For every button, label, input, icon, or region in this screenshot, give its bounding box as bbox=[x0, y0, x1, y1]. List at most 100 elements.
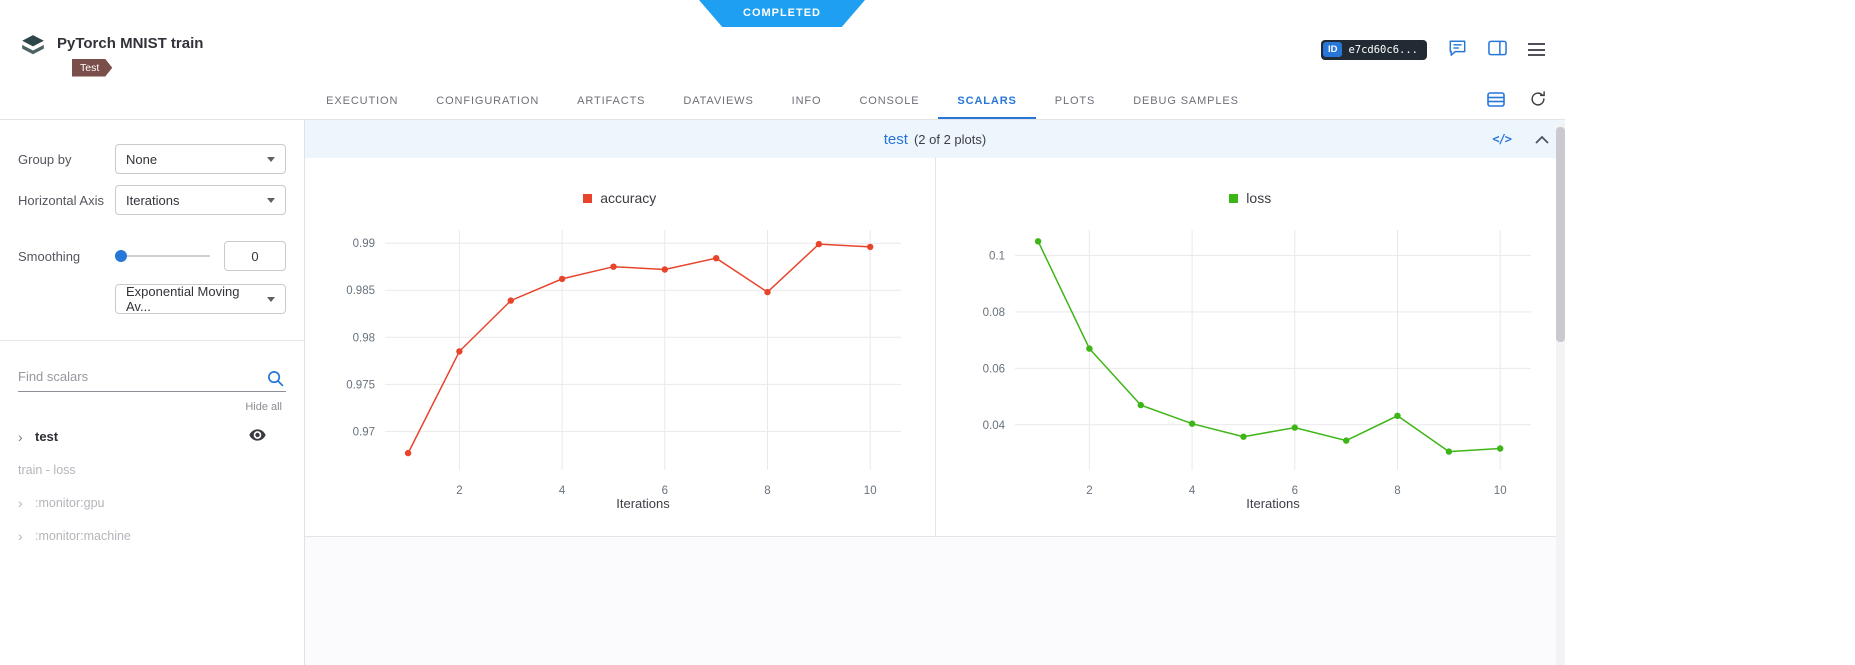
bottom-strip bbox=[305, 537, 1565, 665]
tab-actions bbox=[1487, 82, 1547, 119]
experiment-id-badge[interactable]: ID e7cd60c6... bbox=[1320, 39, 1427, 60]
search-icon[interactable] bbox=[267, 370, 284, 392]
smoothing-value-input[interactable] bbox=[224, 241, 286, 271]
legend-swatch bbox=[583, 193, 593, 203]
horizontal-axis-select[interactable]: Iterations bbox=[115, 185, 286, 215]
svg-text:Iterations: Iterations bbox=[1247, 496, 1301, 511]
chevron-down-icon bbox=[267, 296, 275, 302]
scalars-sidebar: Group by None Horizontal Axis Iterations… bbox=[0, 120, 305, 665]
experiment-tag[interactable]: Test bbox=[72, 59, 112, 77]
plot-group-header: test (2 of 2 plots) </> bbox=[305, 120, 1565, 158]
horizontal-axis-row: Horizontal Axis Iterations bbox=[0, 185, 304, 215]
svg-text:0.04: 0.04 bbox=[983, 420, 1006, 432]
horizontal-axis-label: Horizontal Axis bbox=[18, 192, 104, 208]
header-left: PyTorch MNIST train Test bbox=[20, 33, 203, 77]
app-logo-icon bbox=[20, 33, 46, 64]
scrollbar-thumb[interactable] bbox=[1556, 127, 1565, 342]
chevron-right-icon[interactable]: › bbox=[18, 527, 23, 544]
plot-group-count: (2 of 2 plots) bbox=[913, 131, 987, 147]
svg-text:0.06: 0.06 bbox=[983, 363, 1005, 375]
chevron-right-icon[interactable]: › bbox=[18, 494, 23, 511]
plot-group-actions: </> bbox=[1492, 132, 1549, 147]
legend-label: loss bbox=[1246, 190, 1272, 206]
tab-plots[interactable]: PLOTS bbox=[1036, 82, 1114, 119]
horizontal-axis-value: Iterations bbox=[126, 192, 180, 208]
tree-item-monitor-gpu[interactable]: › :monitor:gpu bbox=[0, 486, 304, 519]
comment-icon bbox=[1448, 39, 1467, 60]
smoothing-row: Smoothing bbox=[0, 241, 304, 271]
metrics-tree: › test train - loss › bbox=[0, 420, 304, 552]
chevron-right-icon[interactable]: › bbox=[18, 428, 23, 445]
smoothing-algorithm-select[interactable]: Exponential Moving Av... bbox=[115, 284, 286, 314]
sidebar-divider bbox=[0, 340, 304, 341]
app-frame: COMPLETED PyTorch MNIST train Test ID bbox=[0, 0, 1565, 665]
header-actions: ID e7cd60c6... bbox=[1320, 33, 1545, 60]
vertical-scrollbar[interactable] bbox=[1556, 122, 1565, 665]
id-value: e7cd60c6... bbox=[1348, 43, 1418, 56]
svg-text:4: 4 bbox=[1189, 485, 1196, 497]
tab-configuration[interactable]: CONFIGURATION bbox=[417, 82, 558, 119]
charts-row: accuracy 2 4 6 8 10 0.97 0.975 0.98 0.985 0.99 Ite… bbox=[305, 158, 1565, 537]
details-panel-button[interactable] bbox=[1488, 40, 1507, 59]
tab-artifacts[interactable]: ARTIFACTS bbox=[558, 82, 664, 119]
scalars-main: test (2 of 2 plots) </> bbox=[305, 120, 1565, 665]
svg-text:0.985: 0.985 bbox=[346, 285, 375, 297]
find-scalars-input[interactable] bbox=[18, 363, 286, 392]
svg-text:2: 2 bbox=[456, 485, 462, 497]
content-area: Group by None Horizontal Axis Iterations… bbox=[0, 120, 1565, 665]
menu-button[interactable] bbox=[1528, 43, 1545, 56]
group-by-select[interactable]: None bbox=[115, 144, 286, 174]
smoothing-slider[interactable] bbox=[115, 249, 210, 263]
accuracy-chart-card: accuracy 2 4 6 8 10 0.97 0.975 0.98 0.985 0.99 Ite… bbox=[305, 158, 935, 536]
tree-item-test[interactable]: › test bbox=[0, 420, 304, 453]
tab-info[interactable]: INFO bbox=[773, 82, 841, 119]
refresh-button[interactable] bbox=[1529, 90, 1547, 111]
tree-item-train-loss[interactable]: train - loss bbox=[0, 453, 304, 486]
svg-text:0.1: 0.1 bbox=[989, 250, 1005, 262]
svg-text:Iterations: Iterations bbox=[616, 496, 670, 511]
group-by-row: Group by None bbox=[0, 144, 304, 174]
tab-bar: EXECUTION CONFIGURATION ARTIFACTS DATAVI… bbox=[0, 82, 1565, 120]
svg-text:0.08: 0.08 bbox=[983, 307, 1005, 319]
plot-group-title[interactable]: test bbox=[883, 130, 908, 148]
chevron-up-icon bbox=[1535, 132, 1549, 147]
loss-chart-card: loss 2 4 6 8 10 0.04 0.06 0.08 0.1 Iterations bbox=[934, 158, 1566, 536]
svg-text:6: 6 bbox=[661, 485, 667, 497]
loss-plot[interactable]: 2 4 6 8 10 0.04 0.06 0.08 0.1 Iterations bbox=[955, 220, 1545, 532]
tab-debug-samples[interactable]: DEBUG SAMPLES bbox=[1114, 82, 1258, 119]
embed-code-button[interactable]: </> bbox=[1492, 132, 1512, 146]
svg-text:10: 10 bbox=[864, 485, 877, 497]
table-view-button[interactable] bbox=[1487, 91, 1505, 110]
svg-text:8: 8 bbox=[764, 485, 770, 497]
accuracy-legend[interactable]: accuracy bbox=[583, 190, 656, 206]
svg-text:0.97: 0.97 bbox=[352, 426, 374, 438]
tab-scalars[interactable]: SCALARS bbox=[938, 82, 1035, 119]
comments-button[interactable] bbox=[1448, 39, 1467, 60]
tree-item-label: test bbox=[35, 429, 59, 444]
tab-dataviews[interactable]: DATAVIEWS bbox=[664, 82, 772, 119]
svg-text:0.98: 0.98 bbox=[352, 332, 374, 344]
collapse-group-button[interactable] bbox=[1535, 132, 1549, 147]
tab-execution[interactable]: EXECUTION bbox=[307, 82, 417, 119]
svg-text:2: 2 bbox=[1086, 485, 1092, 497]
tab-console[interactable]: CONSOLE bbox=[840, 82, 938, 119]
status-ribbon: COMPLETED bbox=[699, 0, 865, 27]
id-chip: ID bbox=[1322, 42, 1343, 57]
tree-item-label: train - loss bbox=[18, 462, 76, 477]
loss-legend[interactable]: loss bbox=[1229, 190, 1271, 206]
smoothing-label: Smoothing bbox=[18, 248, 81, 264]
hide-all-link[interactable]: Hide all bbox=[245, 401, 282, 413]
svg-text:10: 10 bbox=[1494, 485, 1507, 497]
accuracy-plot[interactable]: 2 4 6 8 10 0.97 0.975 0.98 0.985 0.99 Iterations bbox=[325, 220, 915, 532]
group-by-value: None bbox=[126, 151, 158, 167]
chevron-down-icon bbox=[267, 197, 275, 203]
group-by-label: Group by bbox=[18, 151, 72, 167]
svg-text:6: 6 bbox=[1292, 485, 1298, 497]
table-rows-icon bbox=[1487, 91, 1505, 110]
chevron-down-icon bbox=[267, 156, 275, 162]
eye-icon[interactable] bbox=[249, 429, 266, 444]
slider-thumb[interactable] bbox=[115, 250, 127, 262]
experiment-header: PyTorch MNIST train Test ID e7cd60c6... bbox=[0, 27, 1565, 82]
search-row bbox=[0, 363, 304, 392]
tree-item-monitor-machine[interactable]: › :monitor:machine bbox=[0, 519, 304, 552]
